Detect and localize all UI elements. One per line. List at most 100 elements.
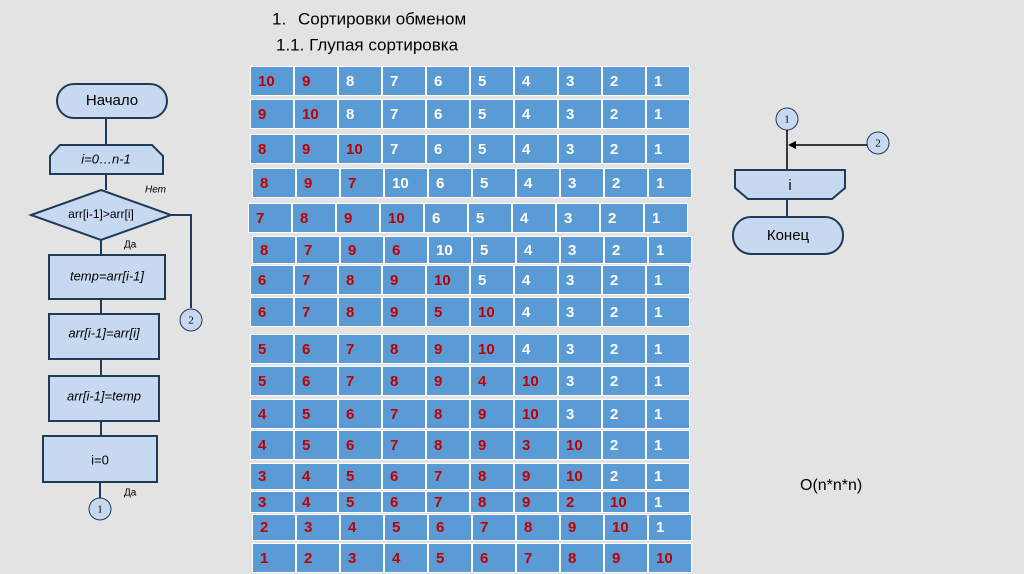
table-cell: 2 (602, 265, 646, 295)
table-cell: 3 (558, 99, 602, 129)
table-cell: 4 (514, 99, 558, 129)
table-cell: 5 (384, 514, 428, 541)
table-cell: 2 (558, 491, 602, 513)
connector (88, 497, 112, 521)
table-cell: 5 (428, 543, 472, 573)
table-cell: 7 (472, 514, 516, 541)
table-cell: 9 (294, 66, 338, 96)
table-cell: 3 (250, 463, 294, 490)
table-cell: 6 (472, 543, 516, 573)
step-label: temp=arr[i-1] (70, 268, 144, 283)
step-label: arr[i-1]=arr[i] (68, 325, 140, 340)
table-cell: 3 (340, 543, 384, 573)
table-cell: 9 (382, 297, 426, 327)
table-cell: 4 (514, 265, 558, 295)
table-cell: 10 (338, 134, 382, 164)
table-cell: 3 (560, 236, 604, 264)
table-cell: 10 (602, 491, 646, 513)
table-cell: 2 (602, 430, 646, 460)
table-cell: 5 (294, 430, 338, 460)
table-cell: 9 (470, 430, 514, 460)
table-cell: 10 (294, 99, 338, 129)
process-node (48, 375, 160, 422)
table-cell: 3 (558, 334, 602, 364)
table-cell: 1 (644, 203, 688, 233)
table-cell: 7 (426, 463, 470, 490)
table-cell: 3 (558, 297, 602, 327)
table-cell: 3 (558, 366, 602, 396)
table-cell: 7 (382, 134, 426, 164)
table-cell: 8 (382, 334, 426, 364)
table-cell: 2 (602, 334, 646, 364)
table-cell: 3 (558, 399, 602, 429)
table-cell: 3 (560, 168, 604, 198)
table-cell: 8 (426, 399, 470, 429)
table-cell: 6 (424, 203, 468, 233)
table-cell: 4 (470, 366, 514, 396)
connector-label: 2 (875, 138, 881, 150)
table-cell: 7 (426, 491, 470, 513)
table-cell: 9 (250, 99, 294, 129)
table-cell: 1 (646, 297, 690, 327)
table-cell: 3 (556, 203, 600, 233)
start-label: Начало (86, 92, 138, 109)
table-cell: 8 (338, 66, 382, 96)
table-cell: 3 (296, 514, 340, 541)
table-cell: 9 (426, 366, 470, 396)
table-cell: 5 (470, 66, 514, 96)
table-cell: 6 (250, 265, 294, 295)
table-cell: 8 (560, 543, 604, 573)
table-cell: 9 (604, 543, 648, 573)
table-cell: 2 (252, 514, 296, 541)
table-cell: 9 (296, 168, 340, 198)
table-cell: 7 (338, 366, 382, 396)
table-cell: 6 (294, 366, 338, 396)
table-cell: 7 (340, 168, 384, 198)
table-cell: 10 (470, 334, 514, 364)
table-cell: 6 (426, 99, 470, 129)
table-cell: 4 (514, 297, 558, 327)
table-cell: 7 (294, 297, 338, 327)
table-cell: 10 (426, 265, 470, 295)
table-cell: 2 (604, 236, 648, 264)
table-cell: 5 (338, 491, 382, 513)
condition-label: arr[i-1]>arr[i] (68, 207, 134, 221)
table-cell: 2 (602, 99, 646, 129)
table-cell: 8 (252, 236, 296, 264)
table-cell: 3 (558, 265, 602, 295)
arrow-head (788, 141, 796, 149)
table-cell: 8 (292, 203, 336, 233)
table-cell: 2 (296, 543, 340, 573)
no-label: Нет (145, 185, 166, 196)
yes-label: Да (124, 488, 137, 499)
process-node (48, 313, 160, 360)
table-cell: 9 (514, 463, 558, 490)
table-cell: 6 (338, 430, 382, 460)
loop-end-node (734, 169, 846, 200)
edge (171, 214, 192, 308)
table-cell: 1 (646, 491, 690, 513)
table-cell: 1 (648, 236, 692, 264)
table-cell: 6 (428, 514, 472, 541)
table-cell: 5 (470, 265, 514, 295)
table-cell: 2 (602, 66, 646, 96)
table-cell: 7 (516, 543, 560, 573)
table-cell: 6 (384, 236, 428, 264)
table-cell: 9 (382, 265, 426, 295)
table-cell: 6 (338, 399, 382, 429)
start-node (56, 83, 168, 119)
table-cell: 8 (252, 168, 296, 198)
heading: Сортировки обменом (298, 9, 466, 28)
end-node (732, 216, 844, 255)
subheading: 1.1. Глупая сортировка (276, 35, 459, 54)
table-cell: 7 (296, 236, 340, 264)
heading-number: 1. (272, 9, 286, 28)
table-cell: 4 (340, 514, 384, 541)
table-cell: 7 (382, 66, 426, 96)
table-cell: 7 (294, 265, 338, 295)
table-cell: 8 (382, 366, 426, 396)
table-cell: 1 (646, 134, 690, 164)
table-cell: 10 (384, 168, 428, 198)
connector-label: 1 (97, 504, 103, 516)
